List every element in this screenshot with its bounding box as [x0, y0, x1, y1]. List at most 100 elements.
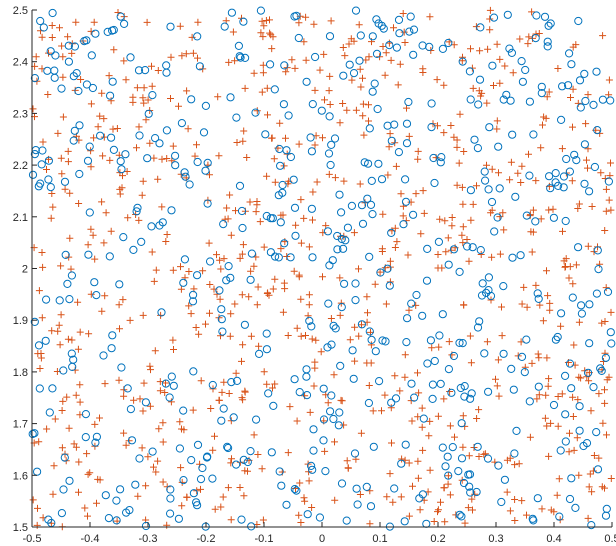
plus-point	[197, 377, 205, 385]
plus-point	[282, 68, 290, 76]
plus-point	[588, 488, 596, 496]
plus-point	[90, 18, 98, 26]
circle-point	[497, 497, 506, 507]
plus-point	[290, 267, 298, 275]
plus-point	[539, 317, 547, 325]
plus-point	[119, 296, 127, 304]
circle-point	[466, 394, 475, 403]
plus-point	[147, 366, 154, 374]
circle-point	[466, 488, 475, 497]
plus-point	[383, 493, 391, 501]
plus-point	[311, 364, 319, 372]
plus-point	[144, 96, 152, 104]
plus-point	[202, 320, 209, 328]
plus-point	[387, 56, 395, 64]
circle-point	[507, 364, 516, 373]
plus-point	[56, 341, 64, 349]
plus-point	[194, 18, 202, 26]
circle-point	[103, 27, 112, 36]
plus-point	[382, 300, 390, 308]
circle-point	[308, 465, 317, 474]
circle-point	[427, 123, 436, 132]
plus-point	[133, 144, 140, 152]
plus-point	[185, 268, 193, 275]
circle-point	[356, 31, 365, 40]
plus-point	[539, 121, 546, 129]
plus-point	[96, 414, 103, 422]
plus-point	[418, 423, 426, 431]
plus-point	[438, 264, 446, 272]
plus-point	[250, 262, 258, 270]
circle-point	[349, 374, 358, 383]
plus-point	[386, 257, 394, 265]
plus-point	[480, 450, 488, 458]
plus-point	[509, 69, 517, 77]
circle-point	[72, 69, 81, 78]
circle-point	[82, 36, 91, 45]
plus-point	[345, 40, 353, 48]
plus-point	[355, 21, 363, 29]
circle-point	[429, 153, 438, 163]
plus-point	[569, 413, 577, 420]
circle-point	[581, 96, 590, 106]
circle-point	[59, 485, 68, 494]
plus-point	[305, 477, 313, 485]
plus-point	[493, 382, 501, 390]
plus-point	[537, 215, 545, 223]
plus-point	[185, 302, 193, 310]
circle-point	[237, 206, 247, 216]
plus-point	[32, 53, 40, 61]
plus-point	[259, 33, 267, 41]
circle-point	[567, 474, 576, 483]
plus-point	[236, 484, 244, 491]
plus-point	[189, 49, 197, 57]
plus-point	[535, 391, 543, 399]
plus-point	[306, 408, 314, 416]
circle-point	[275, 467, 284, 476]
circle-point	[430, 178, 439, 188]
circle-point	[121, 150, 130, 159]
circle-point	[239, 455, 248, 464]
circle-point	[306, 133, 315, 142]
circle-point	[65, 295, 74, 304]
plus-point	[150, 277, 158, 285]
plus-point	[244, 467, 251, 475]
plus-point	[516, 35, 524, 43]
plus-point	[467, 45, 474, 53]
circle-point	[96, 131, 105, 140]
x-tick-label: -0.5	[23, 533, 42, 545]
plus-point	[569, 85, 577, 93]
circle-point	[505, 44, 514, 53]
plus-point	[433, 76, 441, 84]
circle-point	[485, 123, 494, 132]
plus-point	[197, 485, 204, 493]
circle-point	[196, 475, 206, 484]
circle-point	[494, 142, 503, 151]
plus-point	[327, 17, 335, 25]
circle-point	[405, 27, 414, 36]
plus-point	[488, 165, 496, 173]
circle-point	[500, 475, 509, 484]
circle-point	[374, 159, 383, 168]
plus-point	[389, 498, 397, 506]
plus-point	[336, 274, 344, 282]
circle-point	[290, 485, 299, 494]
circle-point	[335, 190, 344, 199]
circle-point	[30, 74, 40, 83]
circle-point	[403, 314, 412, 323]
circle-point	[147, 222, 156, 231]
circle-point	[570, 150, 579, 159]
circle-point	[603, 287, 613, 296]
circle-point	[256, 6, 265, 15]
plus-point	[152, 468, 160, 476]
plus-point	[169, 142, 177, 150]
circle-point	[91, 29, 100, 38]
plus-point	[543, 267, 550, 275]
circle-point	[418, 41, 427, 50]
circle-point	[215, 286, 224, 295]
plus-point	[139, 94, 147, 102]
circle-point	[187, 456, 196, 465]
circle-point	[379, 24, 388, 33]
plus-point	[599, 419, 607, 427]
circle-point	[561, 410, 570, 419]
